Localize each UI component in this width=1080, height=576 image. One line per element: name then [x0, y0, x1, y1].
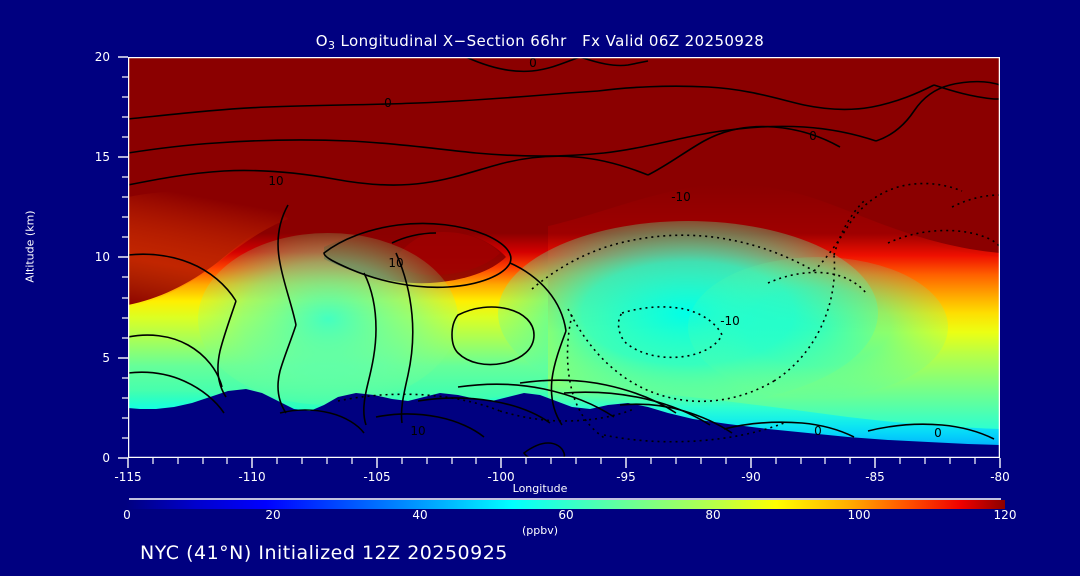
xtick-label: -90	[741, 470, 761, 484]
svg-text:0: 0	[384, 96, 392, 110]
ytick-label: 20	[94, 50, 110, 64]
colorbar-tick-label: 80	[705, 508, 721, 522]
xtick-label: -95	[616, 470, 636, 484]
contour-lines-negative	[337, 182, 1000, 443]
svg-text:10: 10	[410, 424, 425, 438]
low-ozone-pool-west	[198, 233, 458, 405]
tropopause-wedge-west	[128, 190, 288, 307]
contour-field: 0 0 0 10 10 -10 -10 10 0 0	[128, 57, 1000, 458]
colorbar-tick-label: 0	[123, 508, 131, 522]
svg-text:10: 10	[388, 256, 403, 270]
title-subscript: 3	[327, 39, 336, 52]
colorbar-tick-label: 100	[847, 508, 871, 522]
colorbar-tick-label: 40	[412, 508, 428, 522]
xtick-label: -80	[990, 470, 1010, 484]
svg-text:10: 10	[268, 174, 283, 188]
contour-labels: 0 0 0 10 10 -10 -10 10 0 0	[268, 57, 941, 440]
plot-frame	[128, 57, 1000, 458]
xtick-label: -115	[114, 470, 142, 484]
xtick-label: -85	[865, 470, 885, 484]
svg-text:0: 0	[529, 57, 537, 70]
title-prefix: O	[315, 32, 328, 50]
colorbar-tick-label: 20	[265, 508, 281, 522]
chart-title: O3 Longitudinal X−Section 66hr Fx Valid …	[0, 32, 1080, 52]
xtick-label: -105	[363, 470, 391, 484]
svg-text:-10: -10	[720, 314, 740, 328]
xtick-label: -110	[238, 470, 266, 484]
xtick-label: -100	[487, 470, 515, 484]
svg-text:0: 0	[809, 129, 817, 143]
colorbar-tick-label: 60	[558, 508, 574, 522]
ytick-label: 15	[94, 150, 110, 164]
y-axis-label: Altitude (km)	[23, 210, 37, 283]
svg-text:0: 0	[934, 426, 942, 440]
x-axis-label: Longitude	[512, 482, 568, 495]
ytick-label: 10	[94, 250, 110, 264]
svg-text:-10: -10	[671, 190, 691, 204]
colorbar-tick-label: 120	[993, 508, 1017, 522]
colorbar	[125, 498, 1005, 509]
colorbar-units-label: (ppbv)	[521, 524, 559, 537]
svg-text:0: 0	[814, 424, 822, 438]
ytick-label: 5	[102, 351, 110, 365]
ytick-label: 0	[102, 451, 110, 465]
contour-lines-positive	[128, 57, 1000, 458]
figure-footer: NYC (41°N) Initialized 12Z 20250925	[140, 542, 508, 564]
terrain-mask	[128, 389, 1000, 458]
low-ozone-pool-east	[688, 257, 948, 397]
title-rest: Longitudinal X−Section 66hr Fx Valid 06Z…	[335, 32, 765, 50]
